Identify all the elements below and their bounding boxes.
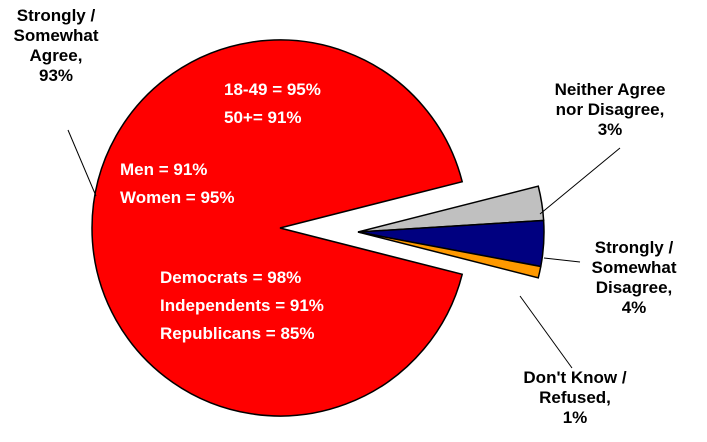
slice-label-agree: Strongly / Somewhat Agree, 93% (13, 6, 99, 85)
annotation-party: Democrats = 98% Independents = 91% Repub… (160, 268, 324, 343)
leader-agree (67, 129, 97, 197)
slice-label-neither: Neither Agree nor Disagree, 3% (554, 80, 666, 139)
pie-slices (91, 39, 545, 417)
slice-label-dont-know: Don't Know / Refused, 1% (523, 368, 627, 427)
leader-disagree (543, 257, 581, 263)
pie-slice-agree (91, 39, 464, 417)
annotation-gender: Men = 91% Women = 95% (120, 160, 235, 207)
leader-lines (67, 129, 621, 369)
leader-neither (539, 147, 621, 215)
pie-slice-dont-know (357, 231, 542, 279)
slice-label-disagree: Strongly / Somewhat Disagree, 4% (591, 238, 677, 317)
annotation-age: 18-49 = 95% 50+= 91% (224, 80, 321, 127)
leader-dont-know (519, 295, 573, 369)
